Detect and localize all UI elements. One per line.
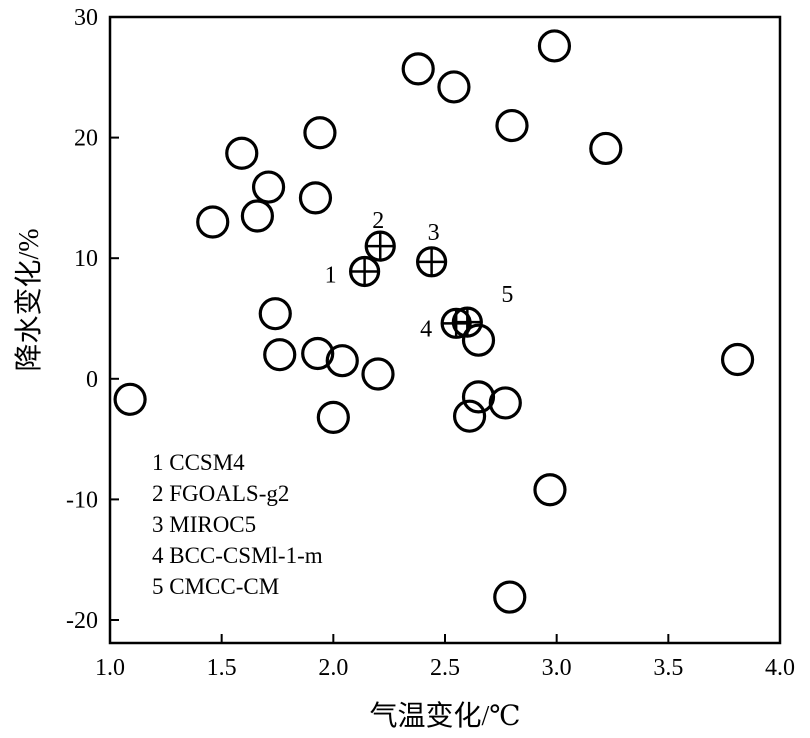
highlighted-point-2: 2 bbox=[364, 208, 396, 262]
scatter-point bbox=[537, 29, 572, 63]
y-tick-label: 0 bbox=[86, 367, 98, 393]
scatter-point bbox=[401, 52, 435, 86]
scatter-point bbox=[495, 108, 529, 143]
scatter-point bbox=[452, 399, 487, 433]
scatter-point bbox=[113, 382, 147, 416]
scatter-point bbox=[301, 336, 335, 371]
scatter-point bbox=[533, 473, 567, 507]
x-tick-label: 2.0 bbox=[318, 655, 348, 681]
data-points bbox=[113, 29, 755, 614]
scatter-point bbox=[437, 70, 471, 104]
highlighted-point-5: 5 bbox=[451, 282, 513, 338]
x-axis: 1.0 1.5 2.0 2.5 3.0 3.5 4.0 bbox=[95, 634, 795, 681]
highlighted-point-label: 5 bbox=[501, 282, 513, 308]
y-tick-label: 10 bbox=[74, 246, 98, 272]
scatter-point bbox=[240, 199, 274, 233]
scatter-point bbox=[589, 131, 623, 166]
scatter-point bbox=[461, 323, 496, 357]
highlighted-point-label: 1 bbox=[325, 262, 337, 288]
y-axis: -20 -10 0 10 20 30 bbox=[66, 5, 119, 634]
scatter-point bbox=[361, 357, 395, 391]
highlighted-points: 1 2 3 4 5 bbox=[325, 208, 514, 342]
x-tick-label: 4.0 bbox=[765, 655, 795, 681]
legend-entry: 4 BCC-CSMl-1-m bbox=[152, 543, 323, 568]
scatter-point bbox=[461, 380, 496, 414]
scatter-point bbox=[258, 297, 292, 331]
scatter-point bbox=[720, 342, 755, 377]
scatter-point bbox=[263, 338, 297, 372]
highlighted-point-label: 3 bbox=[428, 220, 440, 246]
x-tick-label: 3.5 bbox=[653, 655, 683, 681]
x-tick-label: 2.5 bbox=[430, 655, 460, 681]
legend-entry: 5 CMCC-CM bbox=[152, 574, 279, 599]
scatter-point bbox=[488, 386, 522, 420]
x-tick-label: 1.0 bbox=[95, 655, 125, 681]
scatter-point bbox=[493, 580, 527, 614]
highlighted-point-label: 4 bbox=[420, 316, 432, 342]
y-tick-label: -20 bbox=[66, 608, 98, 634]
scatter-point bbox=[316, 400, 350, 434]
scatter-point bbox=[303, 116, 337, 150]
scatter-point bbox=[298, 181, 333, 215]
highlighted-point-4: 4 bbox=[420, 307, 472, 342]
x-tick-label: 3.0 bbox=[542, 655, 572, 681]
y-tick-label: 20 bbox=[74, 126, 98, 152]
legend-entry: 1 CCSM4 bbox=[152, 450, 245, 475]
x-axis-title: 气温变化/℃ bbox=[369, 700, 520, 732]
y-tick-label: -10 bbox=[66, 487, 98, 513]
legend-entry: 3 MIROC5 bbox=[152, 512, 256, 537]
y-tick-label: 30 bbox=[74, 5, 98, 31]
legend-entry: 2 FGOALS-g2 bbox=[152, 481, 289, 506]
scatter-point bbox=[325, 344, 359, 378]
highlighted-point-3: 3 bbox=[416, 220, 448, 278]
y-axis-title: 降水变化/% bbox=[13, 228, 45, 371]
scatter-point bbox=[196, 205, 230, 239]
x-tick-label: 1.5 bbox=[207, 655, 237, 681]
legend: 1 CCSM4 2 FGOALS-g2 3 MIROC5 4 BCC-CSMl-1-m… bbox=[152, 450, 323, 599]
scatter-point bbox=[225, 136, 259, 170]
highlighted-point-1: 1 bbox=[325, 255, 381, 288]
scatter-point bbox=[251, 170, 286, 204]
highlighted-point-label: 2 bbox=[372, 208, 384, 234]
